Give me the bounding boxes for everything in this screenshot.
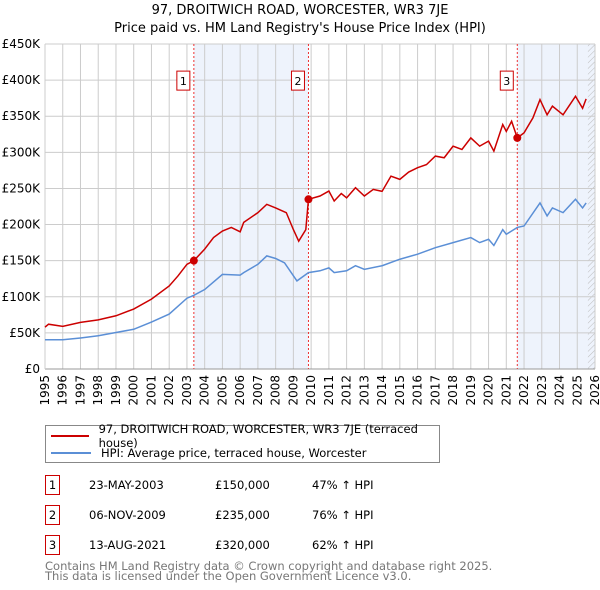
x-tick-label: 2009 (286, 375, 300, 406)
chart-subtitle: Price paid vs. HM Land Registry's House … (114, 21, 486, 36)
transaction-marker: 2 (45, 505, 60, 525)
x-tick-label: 1999 (109, 375, 123, 406)
x-tick-label: 2001 (144, 375, 158, 406)
y-tick-label: £200K (2, 218, 42, 232)
sale-point (189, 256, 198, 265)
x-tick-label: 2008 (269, 375, 283, 406)
chart-legend: 97, DROITWICH ROAD, WORCESTER, WR3 7JE (… (45, 422, 440, 463)
sale-point (304, 195, 313, 204)
legend-item-hpi: HPI: Average price, terraced house, Worc… (51, 445, 366, 461)
sale-label: 3 (503, 75, 510, 88)
y-tick-label: £50K (9, 326, 41, 340)
x-tick-label: 2011 (322, 375, 336, 406)
chart-title: 97, DROITWICH ROAD, WORCESTER, WR3 7JE (151, 3, 449, 18)
x-tick-label: 2020 (482, 375, 496, 406)
x-tick-label: 2000 (127, 375, 141, 406)
property-price-line (44, 94, 587, 328)
x-tick-label: 2026 (588, 375, 600, 406)
x-tick-label: 2006 (233, 375, 247, 406)
hpi-line (45, 198, 587, 341)
x-tick-label: 2003 (180, 375, 194, 406)
transaction-price: £150,000 (215, 478, 270, 492)
transaction-date: 13-AUG-2021 (89, 538, 167, 552)
legend-label-property: 97, DROITWICH ROAD, WORCESTER, WR3 7JE (… (98, 422, 418, 450)
x-tick-label: 2022 (517, 375, 531, 406)
x-tick-label: 2018 (446, 375, 460, 406)
x-tick-label: 1998 (91, 375, 105, 406)
x-tick-label: 2021 (499, 375, 513, 406)
shaded-period (193, 44, 309, 369)
x-tick-label: 2002 (162, 375, 176, 406)
price-chart: 1995 1996 1997 1998 1999 2000 2001 2002 2003 2004… (2, 37, 600, 406)
y-tick-label: £300K (2, 145, 42, 159)
x-tick-label: 1996 (56, 375, 70, 406)
transaction-price: £320,000 (215, 538, 270, 552)
x-tick-label: 2016 (411, 375, 425, 406)
x-tick-label: 1995 (38, 375, 52, 406)
x-tick-label: 2015 (393, 375, 407, 406)
sale-point (513, 133, 522, 142)
x-tick-label: 2023 (535, 375, 549, 406)
legend-swatch-property (51, 435, 89, 437)
y-tick-label: £0 (25, 362, 40, 376)
legend-item-property: 97, DROITWICH ROAD, WORCESTER, WR3 7JE (… (51, 422, 439, 450)
sale-label: 2 (294, 75, 301, 88)
legend-swatch-hpi (51, 452, 91, 454)
footer-copyright: Contains HM Land Registry data © Crown c… (45, 559, 493, 573)
y-tick-label: £250K (2, 181, 42, 195)
y-tick-label: £450K (2, 37, 42, 51)
x-tick-label: 2004 (198, 375, 212, 406)
y-tick-label: £100K (2, 290, 42, 304)
sale-label: 1 (180, 75, 187, 88)
x-tick-label: 2012 (340, 375, 354, 406)
y-tick-label: £150K (2, 254, 42, 268)
x-tick-label: 2019 (464, 375, 478, 406)
x-tick-label: 2010 (304, 375, 318, 406)
x-tick-label: 2013 (357, 375, 371, 406)
x-tick-label: 2014 (375, 375, 389, 406)
x-tick-label: 2025 (570, 375, 584, 406)
x-tick-label: 2024 (553, 375, 567, 406)
x-tick-label: 2017 (428, 375, 442, 406)
transaction-date: 23-MAY-2003 (89, 478, 164, 492)
transaction-hpi-change: 76% ↑ HPI (312, 508, 374, 522)
x-tick-label: 2007 (251, 375, 265, 406)
x-tick-label: 2005 (215, 375, 229, 406)
sale-label-box (176, 70, 191, 91)
transaction-price: £235,000 (215, 508, 270, 522)
y-tick-label: £350K (2, 109, 42, 123)
legend-label-hpi: HPI: Average price, terraced house, Worc… (101, 446, 367, 460)
sale-label-box (290, 70, 305, 91)
sale-label-box (499, 70, 514, 91)
transaction-marker: 3 (45, 535, 60, 555)
transaction-marker: 1 (45, 475, 60, 495)
transaction-date: 06-NOV-2009 (89, 508, 166, 522)
y-tick-label: £400K (2, 73, 42, 87)
footer-licence: This data is licensed under the Open Gov… (45, 569, 412, 583)
transaction-hpi-change: 47% ↑ HPI (312, 478, 374, 492)
x-tick-label: 1997 (73, 375, 87, 406)
transaction-hpi-change: 62% ↑ HPI (312, 538, 374, 552)
forecast-hatch (587, 44, 595, 369)
